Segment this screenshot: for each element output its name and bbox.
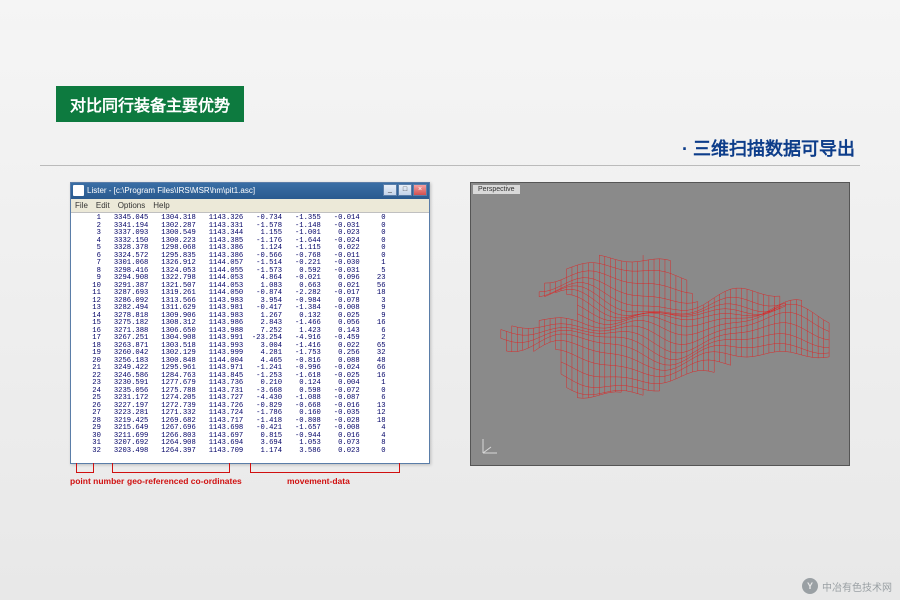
maximize-button[interactable]: □ — [398, 184, 412, 196]
menubar: File Edit Options Help 0 % — [71, 199, 429, 213]
titlebar[interactable]: Lister - [c:\Program Files\IRS\MSR\hm\pi… — [71, 183, 429, 199]
mesh-render — [471, 183, 849, 466]
window-title: Lister - [c:\Program Files\IRS\MSR\hm\pi… — [87, 183, 255, 199]
axis-gizmo-icon — [479, 435, 501, 457]
watermark-text: 中冶有色技术网 — [822, 579, 892, 594]
menu-edit[interactable]: Edit — [96, 201, 110, 210]
watermark: Y 中冶有色技术网 — [802, 578, 892, 594]
title-badge: 对比同行装备主要优势 — [56, 86, 244, 122]
callout-point-number: point number — [70, 476, 124, 486]
data-area[interactable]: 1 3345.045 1304.318 1143.326 -0.734 -1.3… — [71, 213, 429, 463]
menu-file[interactable]: File — [75, 201, 88, 210]
3d-viewport[interactable]: Perspective — [470, 182, 850, 466]
callout-geo-ref: geo-referenced co-ordinates — [127, 476, 242, 486]
watermark-logo-icon: Y — [802, 578, 818, 594]
window-controls: _ □ × — [383, 184, 427, 196]
divider — [40, 165, 860, 166]
callout-connector — [76, 463, 94, 473]
menu-options[interactable]: Options — [118, 201, 146, 210]
callout-movement: movement-data — [287, 476, 350, 486]
callout-connector — [250, 463, 400, 473]
close-button[interactable]: × — [413, 184, 427, 196]
menu-help[interactable]: Help — [153, 201, 169, 210]
callout-connector — [112, 463, 230, 473]
minimize-button[interactable]: _ — [383, 184, 397, 196]
subtitle: · 三维扫描数据可导出 — [682, 135, 855, 161]
lister-window: Lister - [c:\Program Files\IRS\MSR\hm\pi… — [70, 182, 430, 464]
callouts: point number geo-referenced co-ordinates… — [72, 460, 428, 490]
app-icon — [73, 185, 84, 196]
